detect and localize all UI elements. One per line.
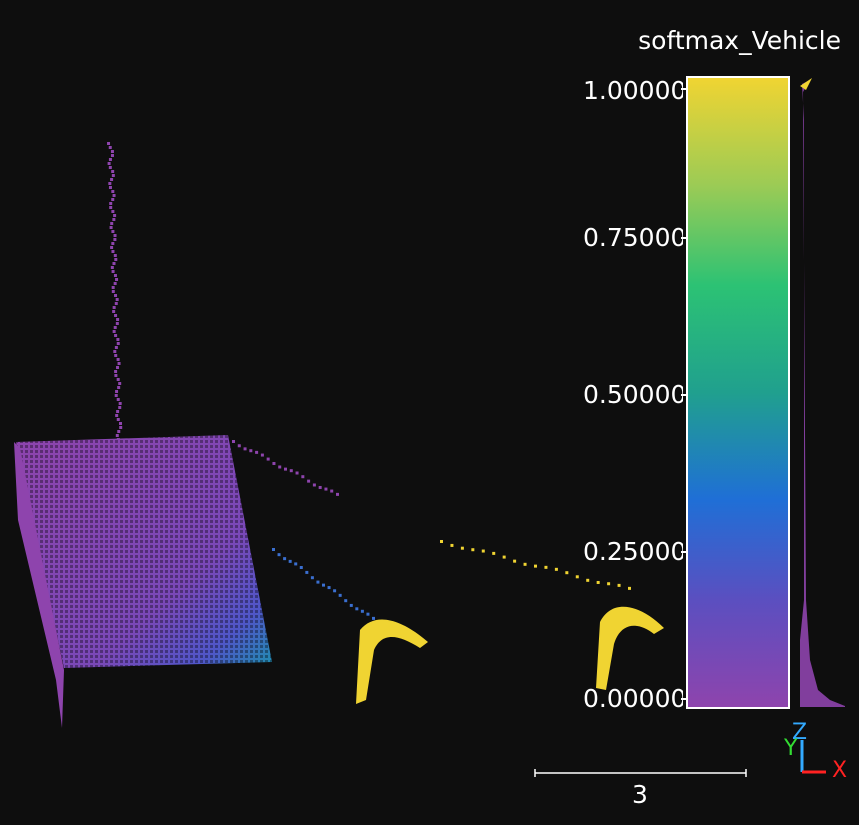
vehicle-cluster-1 xyxy=(356,619,428,704)
colorbar-tick-label: 0.00000 xyxy=(583,686,683,711)
axis-y-label: Y xyxy=(784,736,798,761)
colorbar-tick-label: 0.75000 xyxy=(583,225,683,250)
wall-points xyxy=(14,435,272,728)
scale-bar xyxy=(534,769,747,777)
colorbar-tick-mark xyxy=(681,394,687,396)
pole-points xyxy=(107,142,123,441)
colorbar-histogram xyxy=(800,78,845,707)
orientation-axes xyxy=(800,740,826,774)
colorbar-tick-mark xyxy=(681,698,687,700)
colorbar-frame xyxy=(686,76,790,709)
colorbar-tick-mark xyxy=(681,88,687,90)
colorbar-tick-label: 0.25000 xyxy=(583,539,683,564)
colorbar-tick-mark xyxy=(681,551,687,553)
colorbar-title: softmax_Vehicle xyxy=(638,26,841,55)
axis-x-label: X xyxy=(832,758,848,783)
colorbar-tick-label: 0.50000 xyxy=(583,382,683,407)
colorbar-gradient xyxy=(688,78,788,707)
axis-z-label: Z xyxy=(792,720,808,745)
colorbar-tick-mark xyxy=(681,237,687,239)
colorbar-tick-label: 1.00000 xyxy=(583,78,683,103)
sparse-points xyxy=(232,440,631,620)
vehicle-cluster-2 xyxy=(596,606,664,690)
scale-bar-label: 3 xyxy=(632,780,648,809)
